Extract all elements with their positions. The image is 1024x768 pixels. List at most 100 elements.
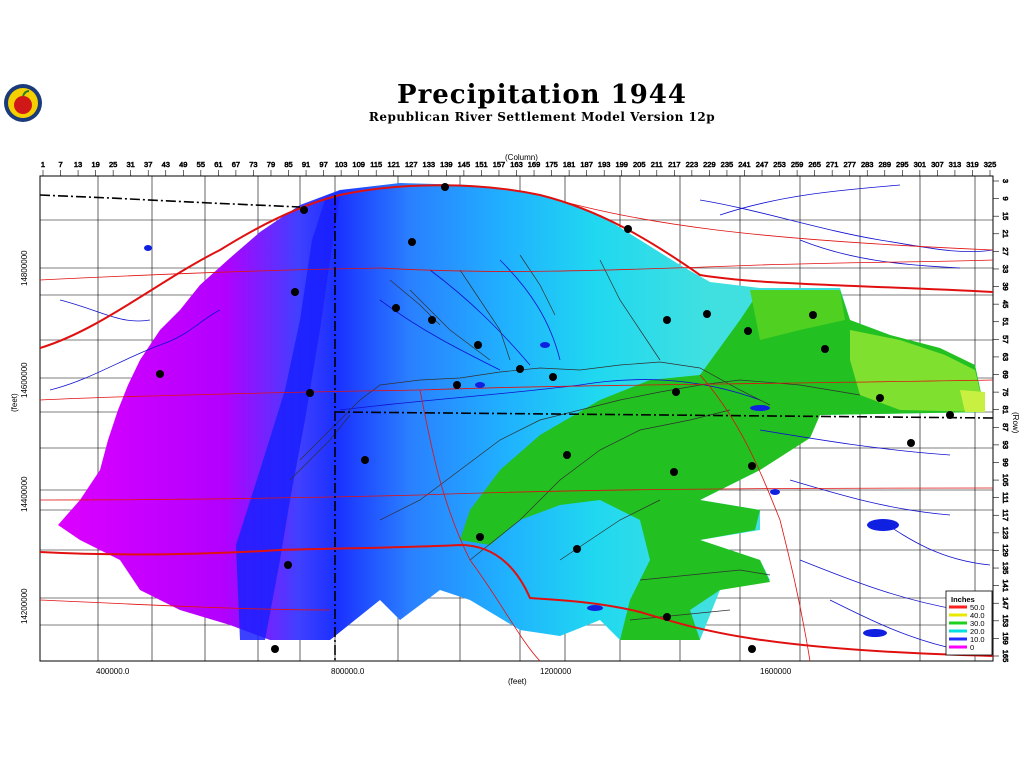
column-tick-label: 247 — [756, 160, 769, 169]
column-tick-label: 49 — [179, 160, 187, 169]
page-subtitle: Republican River Settlement Model Versio… — [368, 110, 716, 124]
row-tick-label: 117 — [1001, 509, 1010, 521]
column-tick-label: 259 — [791, 160, 804, 169]
column-tick-label: 289 — [879, 160, 892, 169]
state-boundaries — [40, 194, 993, 661]
column-tick-label: 253 — [773, 160, 786, 169]
legend: Inches 50.040.030.020.010.00 — [945, 590, 993, 656]
column-tick-label: 67 — [232, 160, 240, 169]
row-tick-label: 141 — [1001, 579, 1010, 592]
row-tick-label: 57 — [1001, 335, 1010, 343]
column-tick-label: 133 — [423, 160, 436, 169]
row-tick-label: 15 — [1001, 212, 1010, 220]
row-tick-label: 27 — [1001, 247, 1010, 255]
column-tick-label: 271 — [826, 160, 839, 169]
column-tick-label: 193 — [598, 160, 611, 169]
column-tick-label: 61 — [214, 160, 222, 169]
column-tick-label: 169 — [528, 160, 541, 169]
column-tick-label: 55 — [197, 160, 205, 169]
column-tick-label: 37 — [144, 160, 152, 169]
column-tick-label: 241 — [738, 160, 751, 169]
column-tick-label: 313 — [949, 160, 962, 169]
legend-label: 40.0 — [970, 611, 985, 620]
column-tick-label: 205 — [633, 160, 646, 169]
column-tick-label: 43 — [162, 160, 170, 169]
row-tick-label: 159 — [1001, 632, 1010, 645]
column-tick-label: 211 — [651, 160, 663, 169]
column-ticks: 1 7 13 19 25 31 37 43 49 55 61 67 73 79 85 91 97 103 109 11… — [41, 160, 997, 176]
column-tick-label: 223 — [686, 160, 699, 169]
row-tick-label: 45 — [1001, 300, 1010, 308]
row-axis-label: (Row) — [1011, 412, 1020, 434]
column-tick-label: 121 — [387, 160, 400, 169]
northing-label: 14600000 — [20, 362, 29, 398]
row-tick-label: 93 — [1001, 441, 1010, 449]
row-ticks: 3915212733394551576369758187939910511111… — [993, 179, 1010, 663]
column-tick-label: 265 — [808, 160, 821, 169]
column-tick-label: 127 — [405, 160, 418, 169]
northing-label: 14800000 — [20, 250, 29, 286]
column-tick-label: 295 — [896, 160, 909, 169]
roads — [40, 184, 993, 661]
column-tick-label: 301 — [914, 160, 927, 169]
column-tick-label: 325 — [984, 160, 997, 169]
column-tick-label: 283 — [861, 160, 874, 169]
column-tick-label: 7 — [58, 160, 62, 169]
column-tick-label: 91 — [302, 160, 310, 169]
row-tick-label: 39 — [1001, 282, 1010, 290]
row-tick-label: 153 — [1001, 615, 1010, 628]
column-tick-label: 217 — [668, 160, 681, 169]
easting-label: 1200000 — [540, 667, 572, 676]
feet-axis-label: (feet) — [508, 677, 527, 686]
column-tick-label: 109 — [352, 160, 365, 169]
column-tick-label: 139 — [440, 160, 453, 169]
row-tick-label: 129 — [1001, 544, 1010, 557]
streams — [49, 184, 993, 651]
easting-label: 1600000 — [760, 667, 792, 676]
column-tick-label: 163 — [510, 160, 523, 169]
column-tick-label: 199 — [615, 160, 628, 169]
column-tick-label: 235 — [721, 160, 734, 169]
column-tick-label: 79 — [267, 160, 275, 169]
legend-label: 20.0 — [970, 627, 985, 636]
row-tick-label: 165 — [1001, 650, 1010, 663]
row-tick-label: 123 — [1001, 527, 1010, 540]
legend-label: 10.0 — [970, 635, 985, 644]
row-tick-label: 105 — [1001, 474, 1010, 487]
column-tick-label: 319 — [966, 160, 979, 169]
row-tick-label: 147 — [1001, 597, 1010, 610]
column-tick-label: 31 — [127, 160, 135, 169]
column-tick-label: 307 — [931, 160, 944, 169]
page-title: Precipitation 1944 — [397, 80, 687, 110]
column-tick-label: 19 — [91, 160, 99, 169]
column-tick-label: 175 — [545, 160, 558, 169]
stations — [156, 183, 954, 653]
easting-label: 800000.0 — [331, 667, 365, 676]
row-tick-label: 69 — [1001, 370, 1010, 378]
column-tick-label: 85 — [284, 160, 292, 169]
row-tick-label: 51 — [1001, 318, 1010, 326]
feet-y-axis-label: (feet) — [10, 393, 19, 412]
river-channels — [289, 254, 861, 621]
northing-label: 14200000 — [20, 588, 29, 624]
row-tick-label: 21 — [1001, 230, 1010, 238]
row-tick-label: 99 — [1001, 458, 1010, 466]
logo-icon — [4, 84, 42, 122]
row-tick-label: 9 — [1001, 197, 1010, 201]
green-band — [460, 290, 985, 640]
column-tick-label: 187 — [580, 160, 593, 169]
column-tick-label: 145 — [458, 160, 471, 169]
column-tick-label: 1 — [41, 160, 45, 169]
column-tick-label: 229 — [703, 160, 716, 169]
column-tick-label: 25 — [109, 160, 117, 169]
column-tick-label: 181 — [563, 160, 576, 169]
easting-label: 400000.0 — [96, 667, 130, 676]
row-tick-label: 63 — [1001, 353, 1010, 361]
column-tick-label: 277 — [843, 160, 856, 169]
row-tick-label: 135 — [1001, 562, 1010, 575]
row-tick-label: 33 — [1001, 265, 1010, 273]
row-tick-label: 111 — [1001, 492, 1010, 503]
column-tick-label: 73 — [249, 160, 257, 169]
column-tick-label: 115 — [370, 160, 382, 169]
